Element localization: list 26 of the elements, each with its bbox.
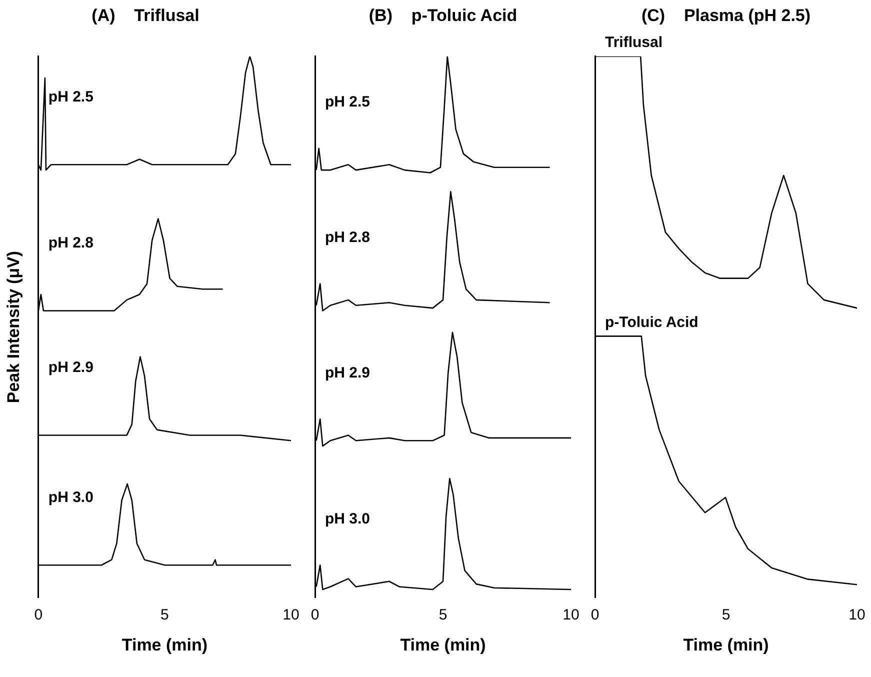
x-tick-label: 5 [722, 606, 730, 624]
text: pH 2.9 [48, 358, 94, 376]
text: pH 2.5 [325, 94, 370, 111]
series-label: pH 3.0 [48, 488, 94, 506]
y-axis-title: Peak Intensity (μV) [4, 250, 23, 404]
series-label: p-Toluic Acid [605, 314, 698, 331]
series-label: pH 2.5 [48, 88, 94, 106]
text: pH 3.0 [325, 510, 370, 528]
text: pH 2.8 [48, 234, 94, 252]
x-tick-label: 0 [34, 606, 43, 624]
x-axis-title: Time (min) [683, 635, 769, 654]
x-axis-title: Time (min) [122, 635, 208, 654]
x-tick-label: 10 [562, 606, 580, 624]
chart-title: (C) Plasma (pH 2.5) [641, 6, 811, 25]
chart-title: (B) p-Toluic Acid [368, 6, 518, 25]
x-tick-label: 0 [590, 606, 600, 624]
x-axis-title: Time (min) [400, 635, 486, 654]
chart-title: (A) Triflusal [92, 6, 200, 25]
text: pH 2.9 [325, 364, 370, 382]
series-label: Triflusal [605, 34, 663, 52]
x-tick-label: 5 [160, 606, 169, 624]
text: pH 2.8 [325, 228, 370, 246]
x-tick-label: 10 [282, 606, 300, 624]
x-tick-label: 5 [438, 606, 448, 624]
x-tick-label: 0 [310, 606, 320, 624]
x-tick-label: 10 [848, 606, 866, 624]
